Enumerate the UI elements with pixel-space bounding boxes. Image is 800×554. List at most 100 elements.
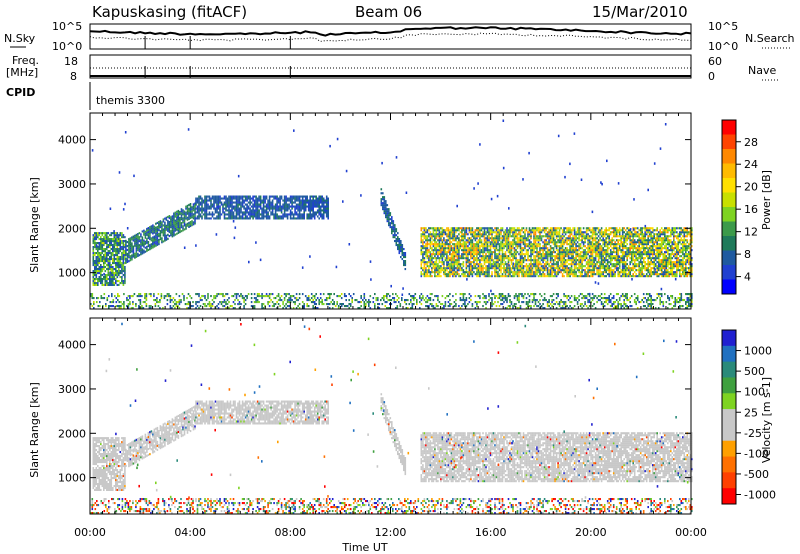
power-cell — [512, 229, 514, 232]
power-cell — [310, 195, 313, 198]
power-cell — [630, 245, 633, 248]
power-cell — [587, 245, 589, 248]
power-cell — [635, 235, 637, 238]
power-cell — [641, 235, 643, 238]
power-cell — [455, 253, 457, 256]
power-cell — [208, 213, 211, 216]
power-cell — [552, 239, 555, 242]
power-cell — [627, 229, 630, 232]
power-cell — [426, 251, 429, 254]
power-cell — [506, 235, 508, 238]
power-cell — [609, 275, 612, 278]
power-cell — [560, 241, 562, 244]
power-cell — [174, 233, 177, 236]
power-cell — [174, 221, 177, 224]
power-cell — [579, 261, 582, 264]
power-cell — [298, 217, 301, 220]
power-cell — [558, 235, 561, 238]
power-cell — [567, 271, 570, 274]
power-cell — [452, 249, 454, 252]
power-cell — [564, 241, 567, 244]
power-cell — [437, 255, 439, 258]
power-cell — [560, 263, 562, 266]
power-cell — [510, 247, 513, 250]
power-cell — [555, 235, 558, 238]
power-cell — [432, 227, 435, 230]
power-cell — [533, 227, 535, 230]
power-cell — [106, 268, 108, 271]
power-cell — [195, 211, 197, 214]
power-cell — [207, 199, 209, 202]
power-cell — [626, 235, 628, 238]
power-cell — [489, 237, 492, 240]
power-cell — [509, 257, 511, 260]
power-cell — [591, 265, 594, 268]
power-cell — [525, 229, 528, 232]
power-cell — [92, 274, 95, 277]
power-cell — [645, 247, 648, 250]
power-cell — [246, 211, 248, 214]
power-cell — [152, 228, 154, 231]
power-cell — [268, 195, 271, 198]
power-cell — [92, 252, 95, 255]
power-cell — [489, 245, 492, 248]
power-cell — [140, 243, 142, 246]
power-cell — [449, 257, 451, 260]
power-cell — [232, 213, 235, 216]
power-cell — [605, 257, 607, 260]
power-cell — [621, 257, 624, 260]
power-cell — [596, 241, 598, 244]
power-cell — [434, 263, 436, 266]
power-cell — [621, 227, 624, 230]
power-cell — [116, 272, 119, 275]
power-cell — [470, 269, 472, 272]
power-cell — [170, 232, 172, 235]
power-cell — [558, 267, 561, 270]
power-cell — [458, 253, 460, 256]
power-cell — [624, 269, 627, 272]
power-cell — [100, 240, 102, 243]
power-cell — [479, 229, 481, 232]
power-cell — [131, 258, 133, 261]
power-cell — [435, 229, 438, 232]
power-cell — [587, 251, 589, 254]
power-cell — [101, 246, 104, 249]
power-cell — [609, 267, 612, 270]
power-cell — [518, 233, 520, 236]
power-cell — [104, 258, 107, 261]
power-cell — [229, 209, 232, 212]
power-cell — [584, 273, 586, 276]
power-cell — [626, 247, 628, 250]
power-cell — [537, 261, 540, 264]
power-cell — [564, 267, 567, 270]
power-cell — [521, 253, 523, 256]
power-cell — [446, 241, 448, 244]
power-cell — [125, 247, 127, 250]
power-cell — [593, 237, 595, 240]
power-cell — [179, 213, 181, 216]
power-cell — [470, 245, 472, 248]
power-cell — [519, 231, 522, 234]
power-cell — [313, 217, 316, 220]
power-cell — [306, 199, 308, 202]
power-cell — [519, 233, 522, 236]
power-cell — [594, 247, 597, 250]
power-cell — [551, 257, 553, 260]
power-cell — [546, 263, 549, 266]
power-cell — [214, 199, 217, 202]
power-cell — [207, 213, 209, 216]
power-cell — [428, 251, 430, 254]
power-cell — [128, 260, 130, 263]
power-cell — [113, 274, 116, 277]
power-cell — [171, 223, 174, 226]
power-cell — [546, 235, 549, 238]
power-cell — [638, 273, 640, 276]
power-cell — [422, 247, 424, 250]
power-cell — [543, 239, 546, 242]
power-cell — [519, 229, 522, 232]
power-cell — [217, 201, 220, 204]
power-cell — [647, 239, 649, 242]
power-cell — [609, 269, 612, 272]
power-cell — [476, 271, 478, 274]
power-cell — [563, 227, 565, 230]
